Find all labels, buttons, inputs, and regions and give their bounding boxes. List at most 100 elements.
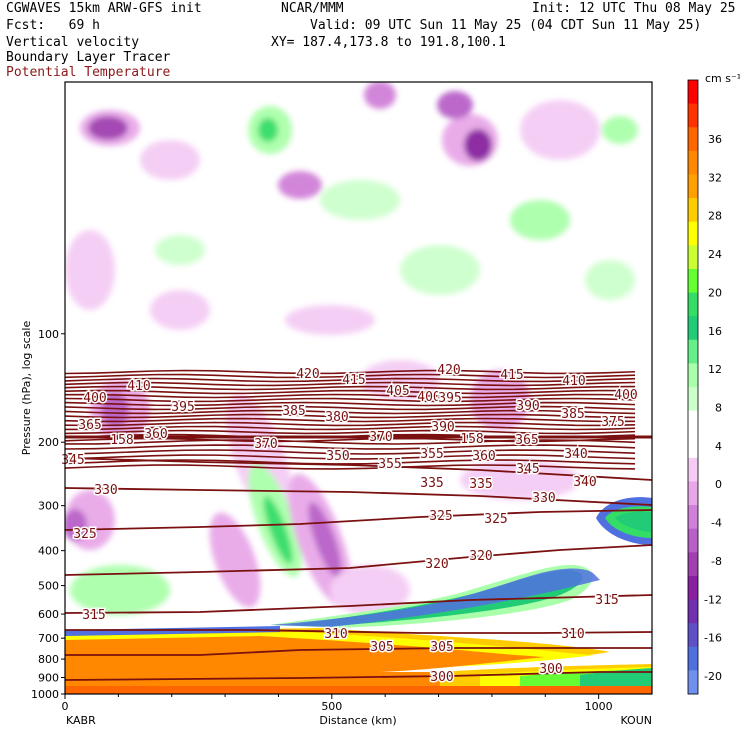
colorbar-segment <box>688 150 698 175</box>
x-axis-label: Distance (km) <box>319 714 396 727</box>
colorbar-label: 12 <box>708 363 722 376</box>
theta-contour <box>65 457 652 481</box>
x-endpoint-start: KABR <box>66 714 96 727</box>
colorbar-frame <box>687 79 699 695</box>
colorbar-segment <box>688 457 698 482</box>
colorbar-segment <box>688 599 698 624</box>
theta-contour <box>65 397 636 403</box>
theta-contour-label: 400 <box>614 388 637 403</box>
y-tick-label: 700 <box>38 632 59 645</box>
theta-contour-label: 315 <box>595 593 618 608</box>
colorbar-label: 36 <box>708 133 722 146</box>
x-tick-label: 0 <box>62 700 69 713</box>
cross-section-xy: XY= 187.4,173.8 to 191.8,100.1 <box>271 35 506 50</box>
colorbar-segment <box>688 127 698 152</box>
theta-contour <box>65 417 636 423</box>
colorbar-label: -12 <box>704 593 722 606</box>
colorbar-segment <box>688 80 698 105</box>
potential-temperature-contours <box>65 369 652 681</box>
y-tick-label: 200 <box>38 436 59 449</box>
theta-contour-label: 415 <box>500 368 523 383</box>
colorbar-label: 16 <box>708 325 722 338</box>
y-tick-label: 600 <box>38 608 59 621</box>
field-boundary-layer-tracer: Boundary Layer Tracer <box>6 50 171 65</box>
theta-contour-label: 420 <box>437 363 460 378</box>
theta-contour-label: 335 <box>420 476 443 491</box>
theta-contour-label: 355 <box>420 447 443 462</box>
theta-contour-label: 340 <box>573 475 596 490</box>
forecast-hour: Fcst: 69 h <box>6 18 100 33</box>
theta-contour <box>65 647 652 656</box>
theta-contour-label: 390 <box>431 420 454 435</box>
colorbar-label: 32 <box>708 171 722 184</box>
colorbar-label: -16 <box>704 632 722 645</box>
theta-contour <box>65 385 636 391</box>
colorbar-segment <box>688 339 698 364</box>
colorbar-segment <box>688 316 698 341</box>
colorbar-segment <box>688 174 698 199</box>
y-tick-label: 800 <box>38 653 59 666</box>
theta-contour-label: 300 <box>430 670 453 685</box>
colorbar-label: 8 <box>715 402 722 415</box>
y-tick-label: 300 <box>38 500 59 513</box>
theta-contour-label: 385 <box>282 404 305 419</box>
theta-contour-label: 158 <box>110 433 133 448</box>
colorbar-unit: cm s⁻¹ <box>705 72 740 85</box>
theta-contour <box>65 464 636 470</box>
colorbar-segment <box>688 481 698 506</box>
theta-contour-label: 350 <box>326 449 349 464</box>
field-potential-temperature: Potential Temperature <box>6 65 171 80</box>
colorbar-segment <box>688 387 698 412</box>
theta-contour-label: 305 <box>430 640 453 655</box>
colorbar-segment <box>688 575 698 601</box>
org-label: NCAR/MMM <box>281 1 344 16</box>
theta-contour-label: 395 <box>171 400 194 415</box>
theta-contour <box>65 449 636 455</box>
y-tick-label: 900 <box>38 672 59 685</box>
theta-contour-label: 370 <box>254 437 277 452</box>
colorbar: 36 32 28 24 20 16 12 8 4 0 -4 -8 -12 -16 -20 <box>687 79 722 695</box>
theta-contour-label: 360 <box>472 449 495 464</box>
colorbar-segment <box>688 646 698 671</box>
theta-contour-label: 310 <box>561 627 584 642</box>
theta-contour-label: 345 <box>61 453 84 468</box>
theta-contour <box>65 594 652 614</box>
theta-contour-label: 385 <box>561 407 584 422</box>
theta-contour <box>65 629 652 634</box>
y-axis-label: Pressure (hPa), log scale <box>20 321 33 456</box>
theta-contour-label: 330 <box>532 491 555 506</box>
theta-contour-label: 410 <box>562 374 585 389</box>
y-tick-label: 1000 <box>31 688 59 701</box>
plot-frame <box>64 81 653 695</box>
theta-contour <box>65 425 636 431</box>
colorbar-label: -20 <box>704 670 722 683</box>
theta-contour <box>65 401 636 407</box>
theta-contour <box>65 439 636 445</box>
theta-contour-label: 330 <box>94 483 117 498</box>
theta-contour-label: 360 <box>144 427 167 442</box>
theta-contour-label: 310 <box>324 627 347 642</box>
colorbar-label: -8 <box>711 555 722 568</box>
theta-contour-label: 335 <box>469 477 492 492</box>
theta-contour-label: 420 <box>296 367 319 382</box>
theta-contour <box>65 671 652 681</box>
colorbar-segment <box>688 268 698 294</box>
colorbar-segment <box>688 505 698 530</box>
init-time: Init: 12 UTC Thu 08 May 25 <box>532 1 736 16</box>
theta-contour <box>65 409 636 415</box>
theta-contour-label: 325 <box>73 527 96 542</box>
theta-contour-label: 410 <box>127 379 150 394</box>
theta-contour-label: 325 <box>484 512 507 527</box>
theta-contour <box>65 413 636 419</box>
theta-contour <box>65 487 652 506</box>
theta-contour-label: 375 <box>601 415 624 430</box>
colorbar-segment <box>688 363 698 388</box>
y-tick-label: 400 <box>38 545 59 558</box>
y-axis: 100 200 300 400 500 600 700 800 900 1000 <box>31 328 65 701</box>
theta-contour-label: 340 <box>564 447 587 462</box>
theta-contour <box>65 373 636 379</box>
theta-contour-label: 158 <box>460 432 483 447</box>
theta-contour-label: 380 <box>325 410 348 425</box>
